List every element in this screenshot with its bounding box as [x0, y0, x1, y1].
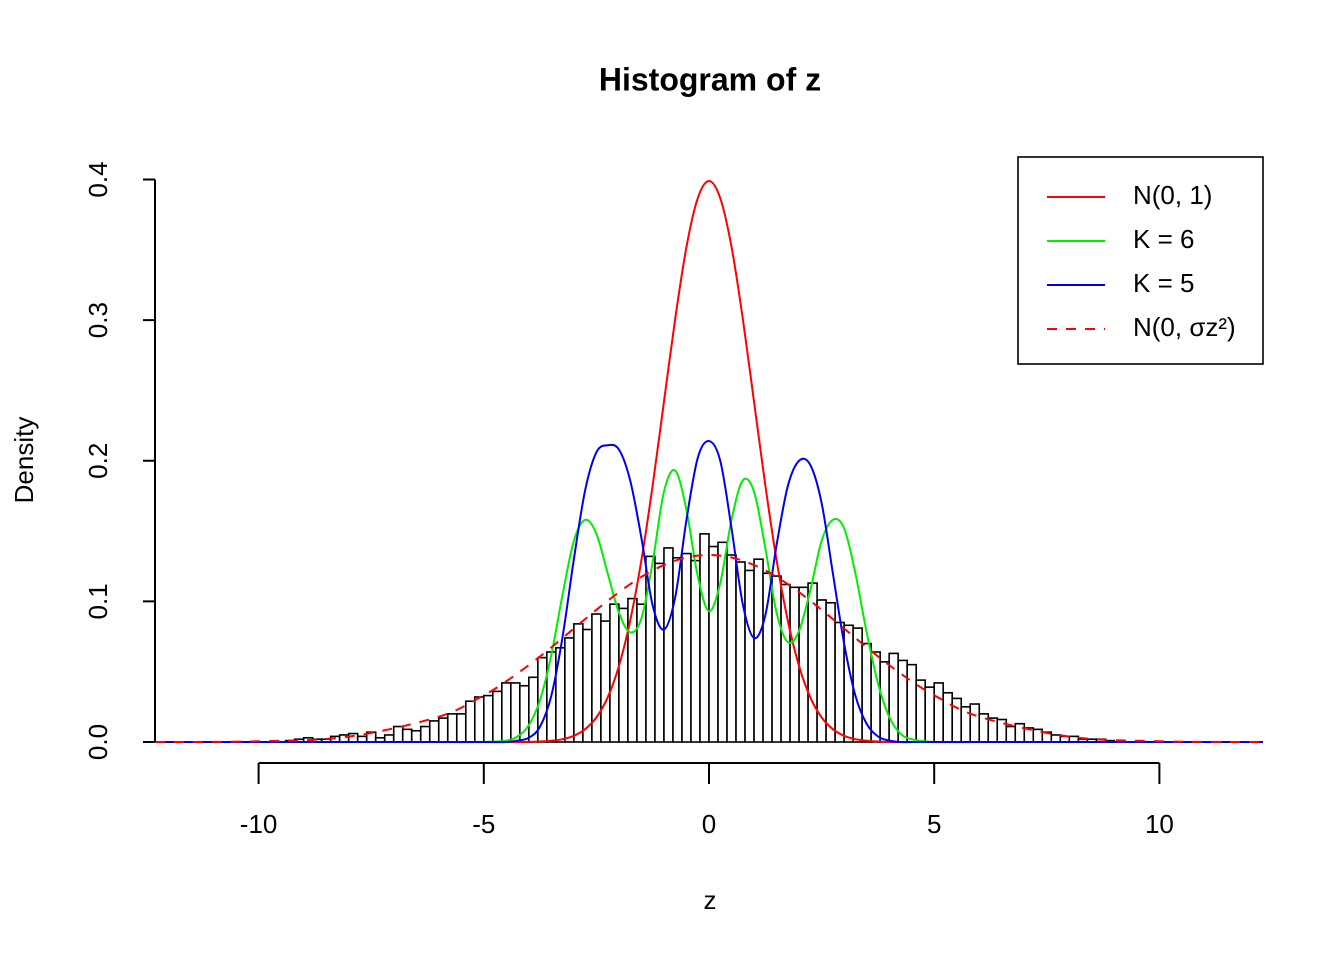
histogram-bar [501, 682, 512, 743]
y-tick-label: 0.4 [83, 161, 113, 197]
histogram-bar [663, 547, 674, 743]
histogram-bar [555, 646, 566, 743]
density-line [154, 553, 1264, 743]
histogram-bar [492, 690, 503, 743]
histogram-bar [347, 732, 359, 743]
histogram-bar [410, 729, 422, 743]
histogram-bar [825, 601, 836, 743]
histogram-bar [564, 637, 575, 743]
histogram-bar [852, 627, 863, 743]
histogram-bar [437, 717, 449, 743]
x-tick-label: 5 [927, 809, 941, 839]
x-tick-label: 10 [1145, 809, 1174, 839]
x-axis-label: z [704, 885, 717, 915]
histogram-bar [1014, 722, 1026, 743]
histogram-bar [392, 725, 404, 743]
histogram-bar [681, 552, 692, 743]
histogram-bar [645, 555, 656, 743]
histogram-bar [446, 713, 458, 743]
legend-label: K = 6 [1133, 224, 1194, 254]
histogram-bar [482, 694, 494, 743]
histogram-bar [744, 569, 755, 743]
histogram-bar [933, 682, 945, 743]
x-tick-label: -5 [472, 809, 495, 839]
histogram-bar [753, 558, 764, 743]
histogram-bar [969, 703, 981, 743]
chart-title: Histogram of z [599, 61, 821, 97]
histogram-bar [1005, 725, 1017, 743]
histogram-bar [473, 696, 485, 743]
histogram-bar [510, 682, 521, 743]
histogram-bar [726, 554, 737, 743]
density-line [154, 469, 1263, 744]
histogram-bar [1050, 734, 1062, 743]
histogram-bar [924, 686, 936, 743]
histogram-bar [798, 586, 809, 743]
histogram-bar [807, 582, 818, 743]
legend-label: N(0, 1) [1133, 180, 1212, 210]
legend-label: K = 5 [1133, 268, 1194, 298]
y-tick-label: 0.1 [83, 583, 113, 619]
y-tick-label: 0.3 [83, 302, 113, 338]
histogram-bar [699, 533, 710, 743]
histogram-bar [464, 700, 476, 743]
y-axis-label: Density [9, 417, 39, 504]
histogram-bar [654, 562, 665, 743]
histogram-bar [870, 651, 881, 743]
histogram-bar [906, 663, 917, 743]
histogram-bar [708, 545, 719, 743]
histogram-bar [690, 559, 701, 743]
histogram-bar [401, 728, 413, 743]
histogram-bar [455, 713, 467, 743]
y-tick-label: 0.2 [83, 443, 113, 479]
histogram-bar [942, 691, 954, 743]
histogram-bar [897, 659, 908, 743]
histogram-bar [600, 620, 611, 743]
x-tick-label: 0 [702, 809, 716, 839]
histogram-bar [951, 697, 963, 743]
legend-label: N(0, σz²) [1133, 312, 1236, 342]
legend-box [1017, 156, 1264, 365]
histogram-bar [428, 720, 440, 743]
x-tick-label: -10 [240, 809, 278, 839]
histogram-bar [987, 717, 999, 743]
histogram-bar [879, 661, 890, 743]
density-line [154, 440, 1263, 744]
histogram-bar [573, 623, 584, 743]
histogram-bar [419, 725, 431, 743]
y-tick-label: 0.0 [83, 724, 113, 760]
histogram-bar [383, 734, 395, 743]
density-line [154, 180, 1263, 744]
